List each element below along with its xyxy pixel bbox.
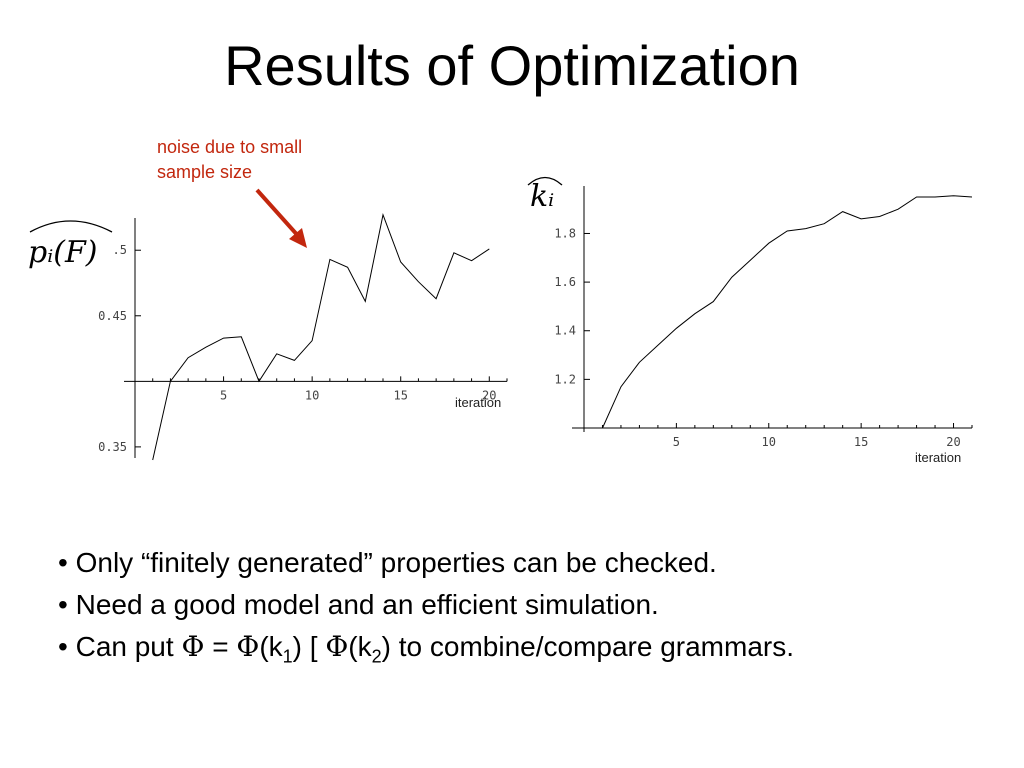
y-axis-label: kᵢ (530, 179, 554, 214)
bullet-marker: • (58, 547, 76, 578)
bullet-marker: • (58, 631, 76, 662)
bullet-text: Can put (75, 631, 182, 662)
slide-title: Results of Optimization (224, 34, 800, 97)
y-axis-label: pᵢ(F) (28, 235, 97, 270)
phi-symbol: Φ (236, 630, 260, 663)
x-axis-label: iteration (915, 450, 961, 465)
equals-sign: = (204, 631, 237, 662)
bullet-list: • Only “finitely generated” properties c… (58, 542, 794, 678)
y-tick-label: 1.4 (554, 324, 576, 338)
bullet-text: ) [ (292, 631, 326, 662)
y-tick-label: 1.8 (554, 226, 576, 240)
x-axis-label: iteration (455, 395, 501, 410)
bullet-text: (k (348, 631, 372, 662)
x-tick-label: 5 (673, 435, 680, 449)
x-tick-label: 10 (762, 435, 776, 449)
bullet-item: • Need a good model and an efficient sim… (58, 584, 794, 626)
x-tick-label: 15 (393, 388, 407, 402)
annotation-line-1: noise due to small (157, 137, 303, 157)
bullet-text: (k (259, 631, 283, 662)
bullet-text: Need a good model and an efficient simul… (75, 589, 659, 620)
y-tick-label: .5 (113, 243, 127, 257)
y-tick-label: 0.45 (98, 309, 127, 323)
bullet-text: ) to combine/compare grammars. (381, 631, 794, 662)
subscript: 1 (282, 646, 293, 667)
phi-symbol: Φ (181, 630, 205, 663)
annotation-line-2: sample size (157, 162, 253, 182)
annotation-note: noise due to small sample size (157, 135, 302, 185)
bullet-text: Only “finitely generated” properties can… (75, 547, 717, 578)
series-line (602, 195, 973, 429)
x-tick-label: 20 (946, 435, 960, 449)
subscript: 2 (371, 646, 382, 667)
bullet-item: • Only “finitely generated” properties c… (58, 542, 794, 584)
x-tick-label: 15 (854, 435, 868, 449)
hat-accent (29, 220, 113, 233)
bullet-marker: • (58, 589, 76, 620)
y-tick-label: 1.2 (554, 372, 576, 386)
hat-accent (527, 176, 563, 186)
bullet-item: • Can put Φ = Φ(k1) [ Φ(k2) to combine/c… (58, 626, 794, 678)
x-tick-label: 20 (482, 388, 496, 402)
x-tick-label: 5 (220, 388, 227, 402)
series-line (152, 212, 490, 461)
y-tick-label: 0.35 (98, 440, 127, 454)
y-tick-label: 1.6 (554, 275, 576, 289)
phi-symbol: Φ (325, 630, 349, 663)
x-tick-label: 10 (305, 388, 319, 402)
